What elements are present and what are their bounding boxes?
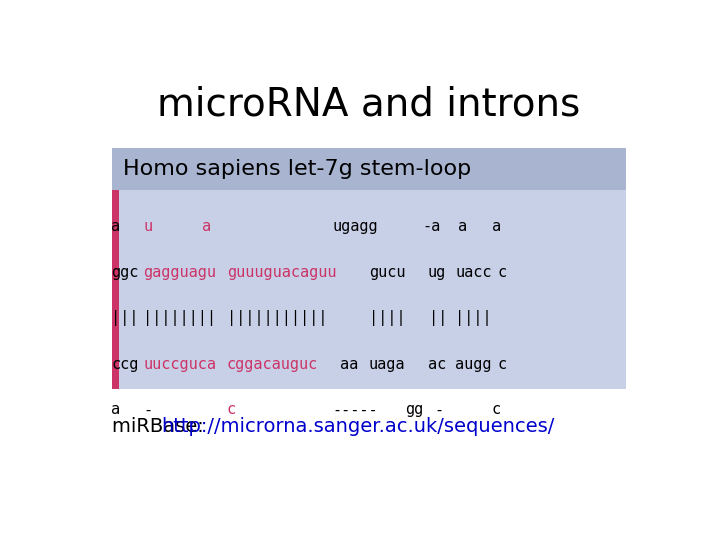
Text: a: a [111,402,120,417]
Text: u: u [143,219,152,234]
Text: ||||: |||| [456,310,492,327]
Text: a: a [202,219,211,234]
Text: http://microrna.sanger.ac.uk/sequences/: http://microrna.sanger.ac.uk/sequences/ [161,417,554,436]
Text: |||: ||| [111,310,138,327]
FancyBboxPatch shape [112,190,119,389]
Text: -: - [434,402,444,417]
Text: ugagg: ugagg [333,219,378,234]
FancyBboxPatch shape [112,148,626,190]
Text: a: a [459,219,467,234]
Text: uacc: uacc [456,265,492,280]
Text: uaga: uaga [369,357,405,372]
FancyBboxPatch shape [112,148,626,389]
Text: ac: ac [428,357,446,372]
Text: -a: -a [422,219,440,234]
Text: gucu: gucu [369,265,405,280]
Text: a: a [111,219,120,234]
Text: ggc: ggc [111,265,138,280]
Text: -: - [143,402,152,417]
Text: microRNA and introns: microRNA and introns [158,85,580,124]
Text: |||||||||||: ||||||||||| [227,310,327,327]
Text: c: c [498,265,506,280]
Text: aa: aa [340,357,359,372]
Text: ||: || [428,310,447,327]
Text: miRBase:: miRBase: [112,417,210,436]
Text: c: c [227,402,236,417]
Text: ug: ug [428,265,446,280]
Text: Homo sapiens let-7g stem-loop: Homo sapiens let-7g stem-loop [124,159,472,179]
Text: ||||: |||| [369,310,405,327]
Text: c: c [492,402,501,417]
Text: gagguagu: gagguagu [143,265,216,280]
Text: augg: augg [456,357,492,372]
Text: ccg: ccg [111,357,138,372]
Text: guuuguacaguu: guuuguacaguu [227,265,336,280]
Text: a: a [492,219,501,234]
Text: ||||||||: |||||||| [143,310,216,327]
Text: c: c [498,357,506,372]
Text: uuccguca: uuccguca [143,357,216,372]
Text: gg: gg [405,402,423,417]
Text: -----: ----- [333,402,378,417]
Text: cggacauguc: cggacauguc [227,357,318,372]
